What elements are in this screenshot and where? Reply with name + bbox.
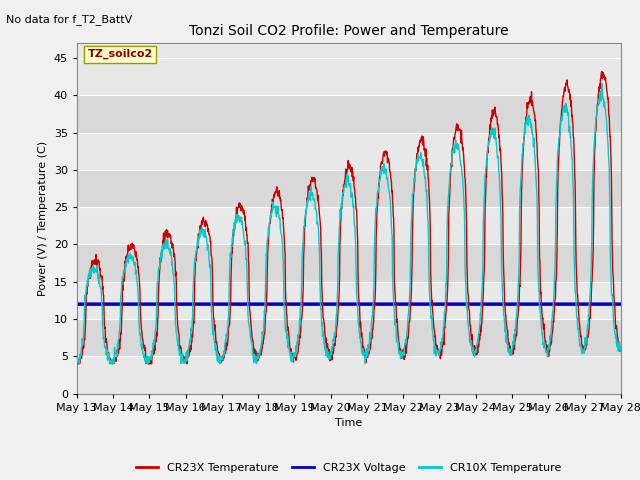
- Legend: CR23X Temperature, CR23X Voltage, CR10X Temperature: CR23X Temperature, CR23X Voltage, CR10X …: [132, 459, 566, 478]
- Bar: [77, 244, 621, 282]
- Text: No data for f_T2_BattV: No data for f_T2_BattV: [6, 14, 132, 25]
- Y-axis label: Power (V) / Temperature (C): Power (V) / Temperature (C): [38, 141, 48, 296]
- X-axis label: Time: Time: [335, 418, 362, 428]
- Bar: [77, 319, 621, 356]
- Bar: [77, 170, 621, 207]
- Text: TZ_soilco2: TZ_soilco2: [88, 49, 153, 60]
- Bar: [77, 96, 621, 132]
- Title: Tonzi Soil CO2 Profile: Power and Temperature: Tonzi Soil CO2 Profile: Power and Temper…: [189, 24, 509, 38]
